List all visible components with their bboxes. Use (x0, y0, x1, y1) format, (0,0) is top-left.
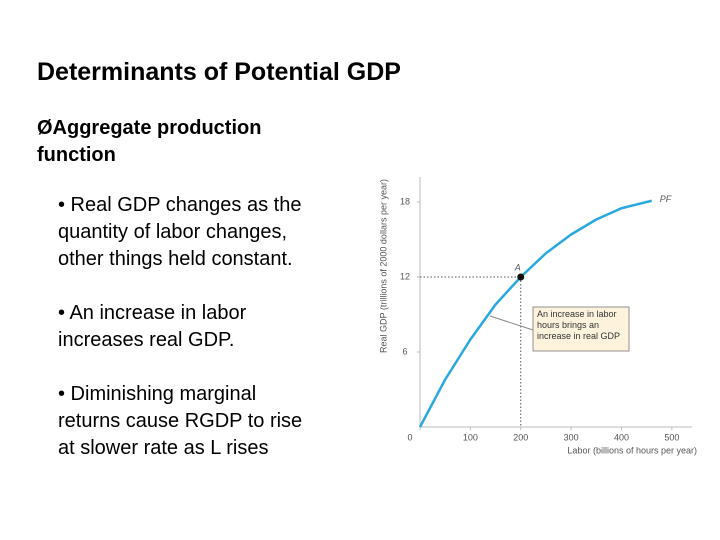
annotation-box (532, 306, 630, 352)
x-axis-label: Labor (billions of hours per year) (567, 445, 697, 455)
bullet: • Diminishing marginal returns cause RGD… (58, 383, 303, 459)
annotation-text: An increase in labor hours brings an inc… (537, 309, 621, 341)
y-axis-label: Real GDP (trillions of 2000 dollars per … (378, 179, 388, 353)
annotation: An increase in labor hours brings an inc… (537, 309, 621, 341)
point-marker (517, 273, 525, 281)
point-label: A (514, 262, 521, 272)
bullet: • An increase in labor increases real GD… (58, 302, 247, 351)
curve-label: PF (660, 194, 672, 204)
bullet-list: • Real GDP changes as the quantity of la… (58, 192, 320, 489)
x-tick-label: 0 (407, 432, 412, 442)
y-tick-label: 6 (402, 346, 407, 356)
x-tick-label: 400 (614, 432, 629, 442)
pf-curve (418, 199, 653, 428)
x-tick-label: 300 (564, 432, 579, 442)
bullet: • Real GDP changes as the quantity of la… (58, 194, 302, 270)
x-tick-label: 100 (463, 432, 478, 442)
y-tick-label: 18 (400, 196, 410, 206)
y-tick-label: 12 (400, 271, 410, 281)
heading: ØAggregate production function (37, 117, 262, 166)
leader-line (489, 315, 534, 331)
x-tick-label: 200 (513, 432, 528, 442)
x-tick-label: 500 (664, 432, 679, 442)
slide-title: Determinants of Potential GDP (37, 58, 401, 86)
